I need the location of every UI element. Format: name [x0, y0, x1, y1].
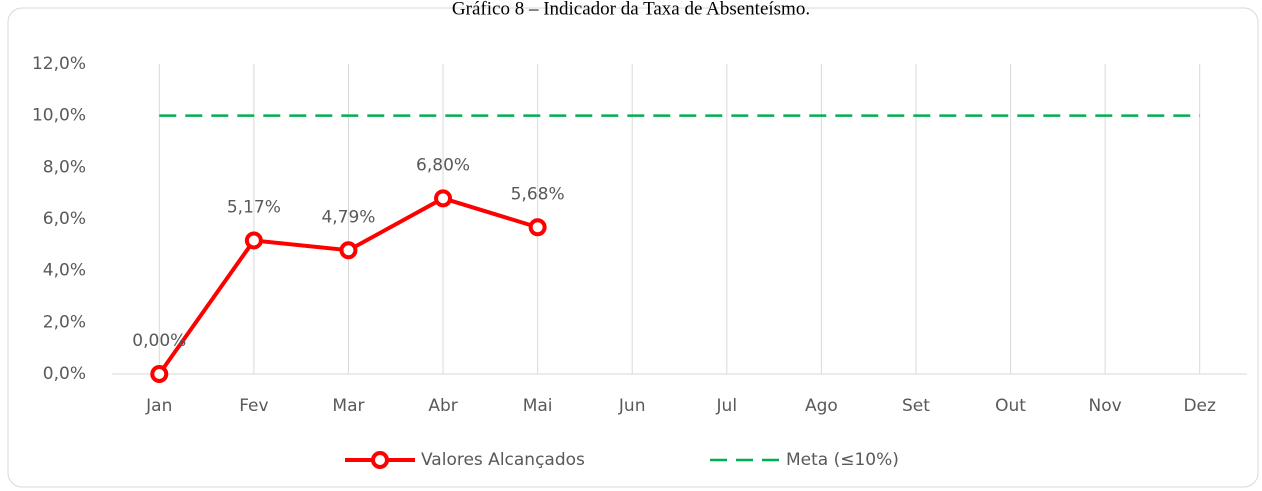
x-tick-label: Abr — [428, 396, 457, 416]
x-tick-label: Nov — [1089, 396, 1122, 416]
data-point — [339, 241, 358, 260]
chart-title: Gráfico 8 – Indicador da Taxa de Absente… — [452, 0, 810, 19]
data-label: 4,79% — [321, 207, 375, 227]
x-tick-label: Dez — [1183, 396, 1216, 416]
data-point — [528, 218, 547, 237]
x-tick-label: Mai — [523, 396, 553, 416]
y-tick-label: 6,0% — [43, 209, 86, 229]
x-tick-label: Fev — [239, 396, 268, 416]
x-tick-label: Mar — [332, 396, 364, 416]
legend-label: Valores Alcançados — [421, 450, 585, 470]
chart-border — [7, 7, 1259, 488]
x-tick-label: Jun — [618, 396, 646, 416]
data-label: 6,80% — [416, 155, 470, 175]
x-tick-label: Set — [902, 396, 930, 416]
y-tick-label: 0,0% — [43, 364, 86, 384]
x-tick-label: Jan — [145, 396, 172, 416]
data-label: 5,68% — [511, 184, 565, 204]
data-point — [244, 231, 263, 250]
x-tick-label: Jul — [716, 396, 738, 416]
data-label: 5,17% — [227, 197, 281, 217]
x-tick-label: Ago — [805, 396, 838, 416]
legend-label: Meta (≤10%) — [786, 450, 899, 470]
y-tick-label: 8,0% — [43, 157, 86, 177]
y-tick-label: 4,0% — [43, 261, 86, 281]
y-tick-label: 12,0% — [32, 54, 86, 74]
y-tick-label: 2,0% — [43, 312, 86, 332]
data-label: 0,00% — [132, 331, 186, 351]
data-point — [434, 189, 453, 208]
legend-marker — [371, 451, 389, 469]
y-tick-label: 10,0% — [32, 106, 86, 126]
data-point — [150, 365, 169, 383]
x-tick-label: Out — [995, 396, 1026, 416]
